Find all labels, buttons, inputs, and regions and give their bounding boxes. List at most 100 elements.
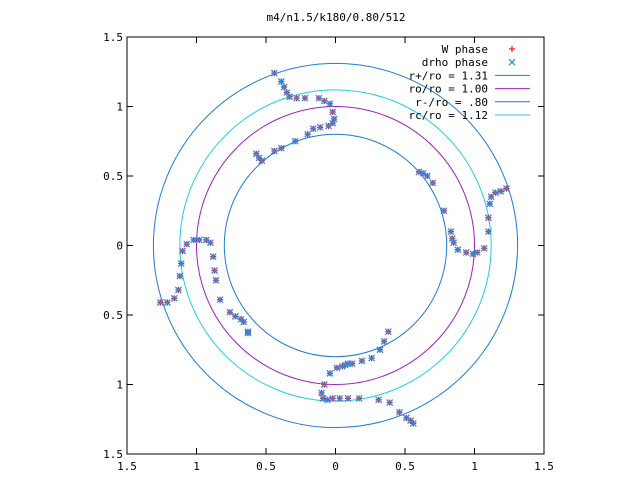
drho-phase-point [402,414,410,422]
drho-phase-point [212,276,220,284]
drho-phase-point [179,247,187,255]
drho-phase-point [423,172,431,180]
drho-phase-point [440,207,448,215]
drho-phase-point [409,419,417,427]
y-tick-label: 0 [116,240,123,253]
drho-phase-point [195,236,203,244]
drho-phase-point [318,389,326,397]
drho-phase-point [319,394,327,402]
drho-phase-point [320,97,328,105]
drho-phase-point [450,239,458,247]
drho-phase-point [277,78,285,85]
drho-phase-point [326,369,334,377]
y-tick-label: 1.5 [103,448,123,461]
drho-phase-point [316,123,324,131]
drho-phase-point [448,235,456,243]
drho-phase-point [183,240,191,248]
drho-phase-point [429,179,437,187]
drho-phase-point [231,312,239,320]
y-tick-label: 0.5 [103,309,123,322]
radius-circle [223,133,448,358]
drho-phase-point [291,137,299,145]
drho-phase-point [454,246,462,254]
legend-label: r+/ro = 1.31 [409,69,488,82]
x-tick-label: 1 [471,460,478,473]
drho-phase-point [280,83,288,91]
drho-phase-point [355,394,363,402]
y-tick-label: 0.5 [103,170,123,183]
x-tick-label: 0.5 [256,460,276,473]
y-tick-label: 1 [116,379,123,392]
drho-phase-point [376,346,384,354]
drho-phase-point [156,299,164,306]
drho-phase-point [447,228,455,236]
drho-phase-point [329,119,337,127]
legend-label: drho phase [422,56,488,69]
drho-phase-point [419,169,427,177]
drho-phase-point [240,318,248,326]
drho-phase-point [497,187,505,195]
drho-phase-point [329,108,337,116]
drho-phase-point [344,394,352,402]
drho-phase-point [358,357,366,365]
drho-phase-point [163,299,171,306]
drho-phase-point [309,125,317,133]
drho-phase-point [473,248,481,256]
drho-phase-point [270,147,278,155]
drho-phase-point [491,189,499,197]
drho-phase-point [293,94,301,102]
drho-phase-point [375,396,383,404]
drho-phase-point [252,150,260,158]
legend-label: r-/ro = .80 [415,96,488,109]
radius-circle [152,62,519,429]
drho-phase-point [325,122,333,130]
drho-phase-point [395,408,403,416]
drho-phase-point [202,236,210,244]
drho-phase-point [380,337,388,345]
drho-phase-point [333,364,341,372]
legend-label: W phase [442,43,488,56]
drho-phase-point [255,154,263,162]
y-tick-label: 1.5 [103,31,123,44]
drho-phase-point [323,396,331,404]
drho-phase-point [338,362,346,370]
radius-circles [152,62,519,429]
drho-phase-point [480,244,488,252]
x-tick-label: 0 [332,460,339,473]
data-points [156,69,510,427]
drho-phase-point [190,236,198,244]
x-tick-label: 1 [193,460,200,473]
drho-phase-point [462,248,470,256]
drho-phase-point [326,100,334,108]
drho-phase-point [206,239,214,247]
drho-phase-point [176,272,184,280]
legend-swatch [508,58,516,66]
drho-phase-point [174,286,182,294]
legend-swatch [509,46,515,52]
drho-phase-point [415,168,423,176]
drho-phase-point [336,394,344,402]
drho-phase-point [329,394,337,402]
drho-phase-point [386,399,394,407]
drho-phase-point [170,294,178,302]
drho-phase-point [330,115,338,123]
drho-phase-point [216,296,224,304]
x-tick-label: 0.5 [395,460,415,473]
y-tick-label: 1 [116,101,123,114]
drho-phase-point [484,228,492,236]
drho-phase-point [486,200,494,208]
legend-label: ro/ro = 1.00 [409,83,488,96]
drho-phase-point [283,89,291,97]
drho-phase-point [286,93,294,101]
drho-phase-point [211,267,219,274]
drho-phase-point [301,94,309,102]
drho-phase-point [304,130,312,138]
legend-label: rc/ro = 1.12 [409,109,488,122]
drho-phase-point [277,144,285,152]
axis-ticks: 1.5 1 0.5 0 0.5 1 1.51.510.500.511.5 [103,31,554,473]
radius-circle [179,89,492,402]
drho-phase-point [384,328,392,336]
chart-title: m4/n1.5/k180/0.80/512 [266,11,405,24]
drho-phase-point [270,69,278,77]
x-tick-label: 1.5 [534,460,554,473]
